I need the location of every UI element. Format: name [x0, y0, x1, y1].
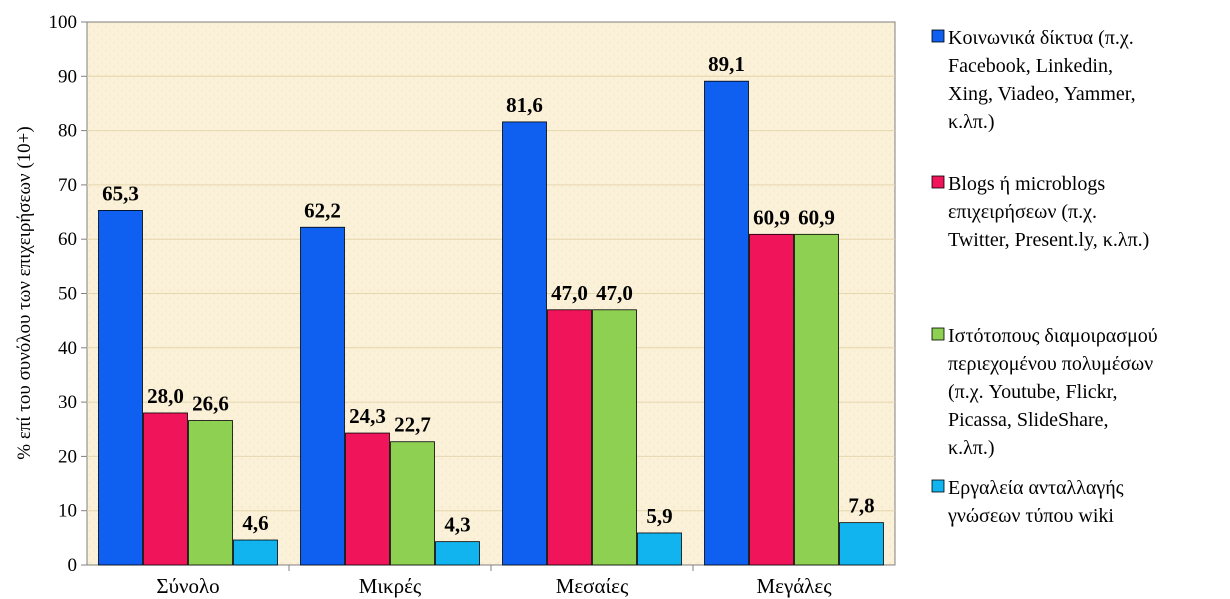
- data-label: 81,6: [506, 93, 543, 117]
- y-tick-label: 80: [58, 121, 77, 142]
- y-tick-label: 70: [58, 175, 77, 196]
- bars: [98, 80, 884, 566]
- data-label: 26,6: [192, 392, 229, 416]
- data-label: 4,6: [242, 511, 268, 535]
- x-tick-label: Μικρές: [359, 574, 422, 598]
- y-axis-label: % επί του συνόλου των επιχειρήσεων (10+): [14, 126, 35, 459]
- data-label: 65,3: [102, 181, 139, 205]
- bar-series-1: [502, 121, 547, 566]
- y-tick-label: 50: [58, 284, 77, 305]
- legend-entry-line: γνώσεων τύπου wiki: [947, 505, 1114, 527]
- data-label: 24,3: [349, 404, 386, 428]
- bar-series-2: [345, 432, 390, 566]
- legend-entry-line: κ.λπ.): [948, 437, 995, 459]
- bar-series-2: [749, 233, 794, 566]
- axes: 0 10 20 30 40 50 60 70 80 90 100 Σύνολο Μικρές Μεσαίε…: [49, 12, 833, 598]
- legend-entry-line: Κοινωνικά δίκτυα (π.χ.: [948, 27, 1134, 49]
- bar-series-3: [390, 441, 435, 566]
- data-labels: 65,3 28,0 26,6 4,6 62,2 24,3 22,7 4,3 81,6 47,0 47…: [102, 52, 875, 536]
- bar-series-1: [704, 80, 749, 566]
- x-tick-label: Σύνολο: [156, 574, 219, 598]
- bar-series-2: [143, 412, 188, 566]
- data-label: 4,3: [444, 513, 470, 537]
- legend-entry-line: (π.χ. Youtube, Flickr,: [948, 381, 1117, 403]
- legend-entry-line: Ιστότοπους διαμοιρασμού: [948, 325, 1158, 347]
- bar-series-1: [300, 226, 345, 566]
- bar-series-3: [794, 233, 839, 566]
- y-tick-label: 10: [58, 501, 77, 522]
- y-tick-label: 20: [58, 446, 77, 467]
- data-label: 7,8: [848, 494, 874, 518]
- bar-series-3: [592, 309, 637, 566]
- legend: Κοινωνικά δίκτυα (π.χ. Facebook, Linkedin…: [931, 27, 1158, 527]
- legend-entry-line: Εργαλεία ανταλλαγής: [948, 477, 1124, 499]
- data-label: 62,2: [304, 198, 341, 222]
- data-label: 5,9: [646, 504, 672, 528]
- bar-series-4: [233, 539, 278, 566]
- bar-series-4: [637, 532, 682, 566]
- bar-series-4: [839, 522, 884, 566]
- bar-series-3: [188, 420, 233, 566]
- y-tick-label: 30: [58, 392, 77, 413]
- legend-swatch: [931, 29, 945, 43]
- y-tick-label: 60: [58, 229, 77, 250]
- y-tick-label: 0: [68, 555, 78, 576]
- legend-entry-line: Picassa, SlideShare,: [948, 409, 1109, 431]
- legend-swatch: [931, 479, 945, 493]
- bar-series-1: [98, 210, 143, 566]
- legend-entry-line: Xing, Viadeo, Yammer,: [948, 83, 1136, 105]
- data-label: 22,7: [394, 413, 431, 437]
- y-tick-label: 40: [58, 338, 77, 359]
- legend-entry-line: επιχειρήσεων (π.χ.: [948, 201, 1097, 223]
- bar-series-2: [547, 309, 592, 566]
- x-tick-label: Μεγάλες: [756, 574, 832, 598]
- data-label: 89,1: [708, 52, 745, 76]
- bar-series-4: [435, 541, 480, 566]
- legend-entry-line: κ.λπ.): [948, 111, 995, 133]
- data-label: 28,0: [147, 384, 184, 408]
- data-label: 47,0: [596, 281, 633, 305]
- legend-entry-line: Blogs ή microblogs: [948, 173, 1105, 195]
- data-label: 60,9: [798, 205, 835, 229]
- y-tick-label: 100: [49, 12, 78, 33]
- legend-entry-line: Facebook, Linkedin,: [948, 55, 1113, 77]
- legend-entry-line: Twitter, Present.ly, κ.λπ.): [948, 229, 1149, 251]
- legend-swatch: [931, 327, 945, 341]
- data-label: 47,0: [551, 281, 588, 305]
- data-label: 60,9: [753, 205, 790, 229]
- x-tick-label: Μεσαίες: [556, 574, 629, 598]
- legend-entry-line: περιεχομένου πολυμέσων: [948, 353, 1153, 375]
- y-tick-label: 90: [58, 66, 77, 87]
- legend-swatch: [931, 175, 945, 189]
